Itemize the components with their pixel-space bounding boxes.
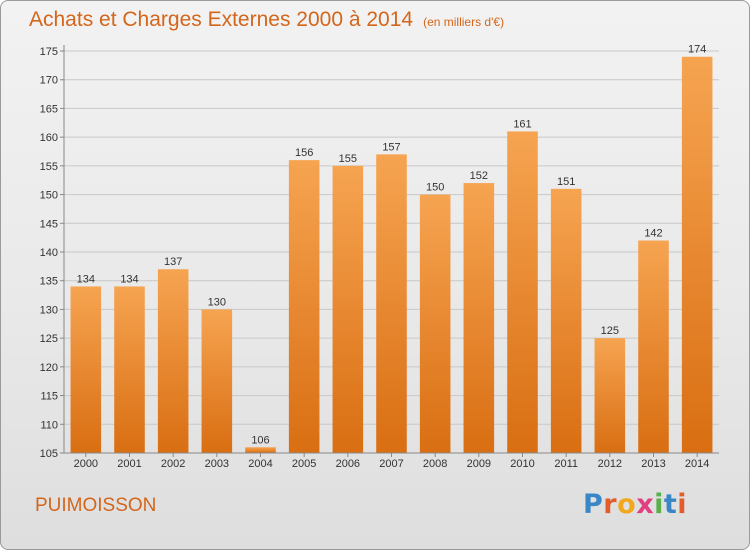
data-label: 130 (208, 296, 226, 308)
y-tick-label: 145 (40, 218, 58, 230)
x-tick-label: 2006 (336, 458, 360, 470)
data-label: 156 (295, 147, 313, 159)
bar-2011 (550, 188, 582, 454)
x-tick-label: 2009 (467, 458, 491, 470)
y-tick-label: 130 (40, 304, 58, 316)
y-tick-label: 160 (40, 132, 58, 144)
x-tick-label: 2011 (554, 458, 578, 470)
x-tick-label: 2008 (423, 458, 447, 470)
logo-letter: i (654, 489, 664, 520)
commune-name: PUIMOISSON (35, 495, 157, 516)
y-tick-label: 110 (40, 419, 58, 431)
logo-letter: i (677, 489, 688, 520)
data-label: 161 (513, 118, 531, 130)
bar-2001 (114, 286, 145, 453)
data-label: 151 (557, 176, 575, 188)
x-axis: 2000 2001 2002 2003 2004 2005 2006 2007 2008 2009… (64, 452, 719, 470)
data-label: 174 (688, 44, 706, 56)
proxiti-logo: Proxiti (583, 489, 687, 520)
y-tick-label: 115 (40, 391, 58, 403)
x-tick-label: 2013 (641, 458, 665, 470)
bar-2013 (638, 240, 669, 453)
bar-2008 (419, 194, 451, 454)
x-tick-label: 2010 (510, 458, 534, 470)
y-tick-label: 140 (40, 247, 58, 259)
bar-2009 (463, 183, 495, 454)
y-tick-label: 150 (40, 190, 58, 202)
y-tick-label: 120 (40, 362, 58, 374)
bar-2014 (681, 56, 713, 453)
bar-2012 (594, 338, 626, 453)
bar-2005 (288, 160, 320, 453)
bar-2000 (70, 286, 102, 453)
x-tick-label: 2007 (379, 458, 403, 470)
x-tick-label: 2012 (598, 458, 622, 470)
y-axis: 105 110 115 120 125 130 135 140 145 150 155 160 165 1… (40, 45, 65, 460)
x-tick-label: 2001 (117, 458, 141, 470)
y-tick-label: 165 (40, 103, 58, 115)
bar-2004 (245, 447, 276, 453)
title-text: Achats et Charges Externes 2000 à 2014 (29, 8, 414, 31)
x-tick-label: 2003 (205, 458, 229, 470)
y-tick-label: 125 (40, 333, 58, 345)
data-label: 155 (339, 153, 357, 165)
bar-2007 (376, 154, 407, 453)
data-labels: 134 134 137 130 106 156 155 157 150 152 161 151 125 1… (77, 44, 707, 447)
logo-letter: o (617, 489, 637, 520)
bar-2002 (157, 269, 189, 453)
data-label: 142 (644, 228, 662, 240)
y-tick-label: 155 (40, 161, 58, 173)
x-tick-label: 2005 (292, 458, 316, 470)
x-tick-label: 2004 (248, 458, 272, 470)
bar-2010 (507, 131, 538, 453)
bar-2006 (332, 165, 364, 453)
chart-title: Achats et Charges Externes 2000 à 2014 (e… (29, 8, 504, 32)
y-tick-label: 175 (40, 46, 58, 58)
logo-letter: r (603, 489, 618, 520)
data-label: 134 (77, 273, 95, 285)
data-label: 125 (601, 325, 619, 337)
bar-2003 (201, 309, 233, 453)
bars (70, 56, 713, 454)
x-tick-label: 2002 (161, 458, 185, 470)
y-tick-label: 135 (40, 276, 58, 288)
logo-letter: P (583, 489, 604, 520)
x-tick-label: 2000 (74, 458, 98, 470)
x-tick-label: 2014 (685, 458, 709, 470)
data-label: 137 (164, 256, 182, 268)
logo-letter: x (636, 489, 655, 520)
data-label: 157 (382, 141, 400, 153)
y-tick-label: 105 (40, 448, 58, 460)
data-label: 152 (470, 170, 488, 182)
data-label: 134 (120, 273, 138, 285)
y-tick-label: 170 (40, 75, 58, 87)
data-label: 106 (251, 434, 269, 446)
logo-letter: t (663, 489, 678, 520)
data-label: 150 (426, 182, 444, 194)
unit-note: (en milliers d'€) (423, 15, 505, 29)
